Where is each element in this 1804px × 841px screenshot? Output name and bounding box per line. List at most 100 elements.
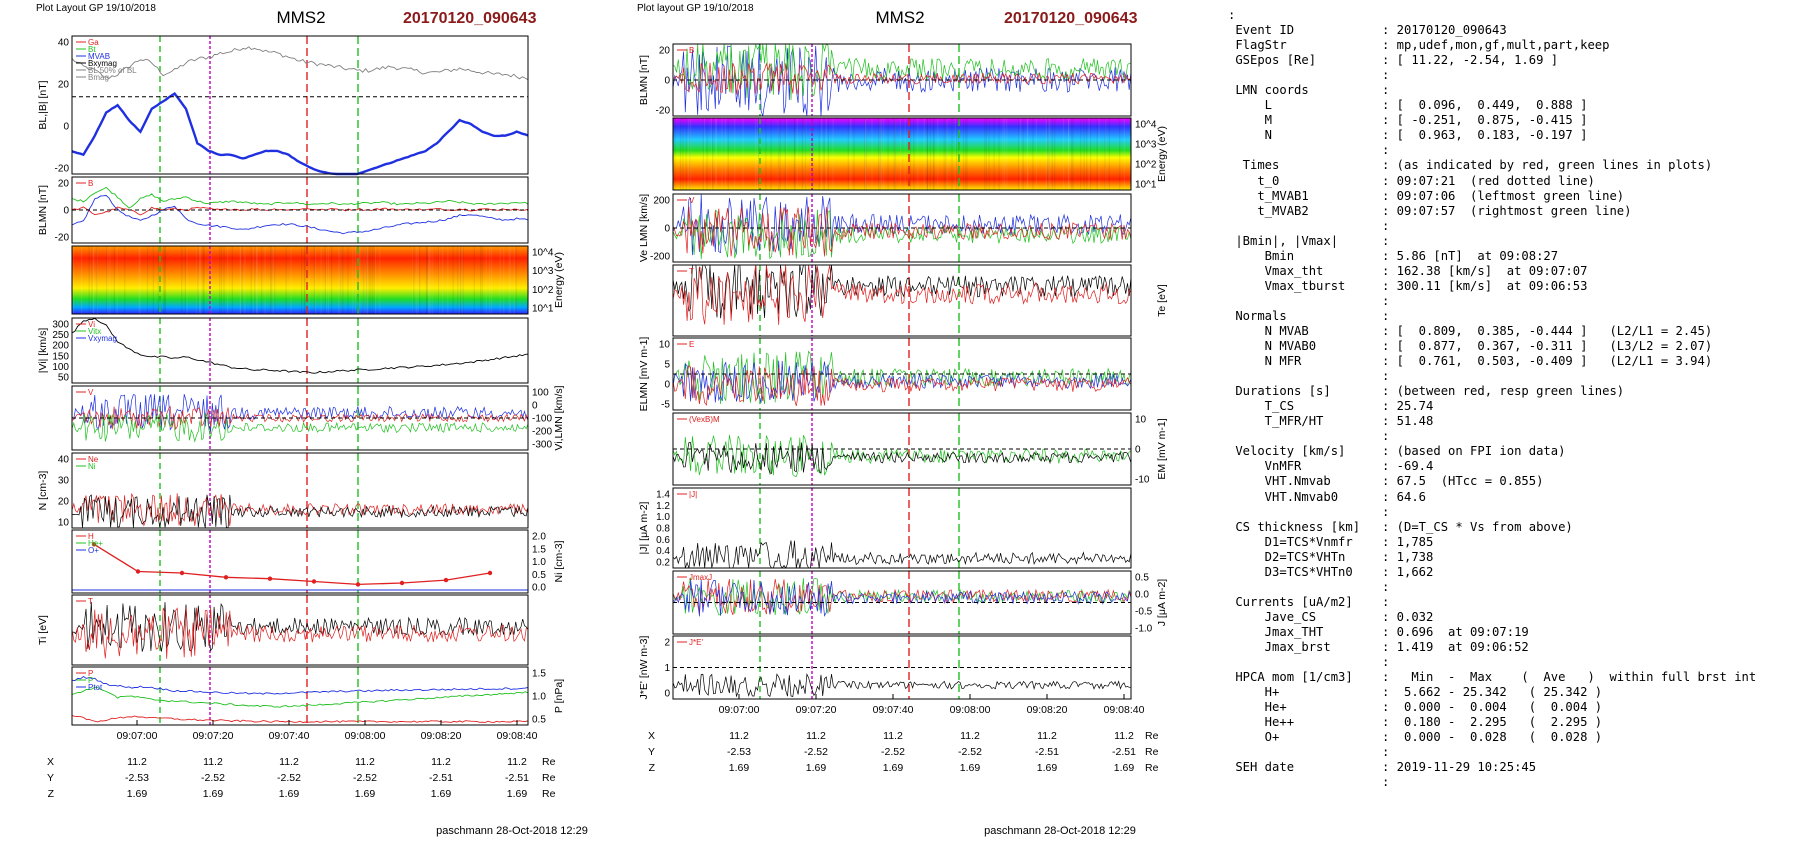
spectrogram-streak	[499, 246, 501, 314]
info-key: Velocity [km/s]	[1228, 444, 1346, 459]
position-value: 1.69	[729, 762, 750, 774]
legend-label: Ni	[88, 462, 96, 471]
info-line: t_MVAB1: 09:07:06 (leftmost green line)	[1228, 189, 1800, 204]
info-line: Times: (as indicated by red, green lines…	[1228, 158, 1800, 173]
y-axis-label: Ni [cm-3]	[553, 540, 565, 582]
spectrogram-streak	[199, 246, 201, 314]
spectrogram-streak	[241, 246, 243, 314]
spectrogram-streak	[1080, 118, 1082, 190]
spectrogram-streak	[1068, 118, 1070, 190]
spectrogram-streak	[139, 246, 141, 314]
y-tick-label: 0.0	[1135, 590, 1149, 601]
spectrogram-streak	[96, 246, 98, 314]
info-value: : mp,udef,mon,gf,mult,part,keep	[1382, 38, 1610, 53]
spectrogram-streak	[480, 246, 482, 314]
info-line: VHT.Nmvab0: 64.6	[1228, 490, 1800, 505]
info-key	[1228, 429, 1382, 444]
position-value: 11.2	[960, 730, 980, 742]
spectrogram-streak	[157, 246, 159, 314]
spectrogram-streak	[899, 118, 901, 190]
info-key: N MVAB0	[1228, 339, 1317, 354]
legend-label: Bxymag	[88, 59, 117, 68]
position-value: -2.52	[881, 746, 905, 758]
position-value: 1.69	[960, 762, 981, 774]
spectrogram-streak	[93, 246, 95, 314]
y-tick-label: -300	[532, 440, 552, 451]
info-key: He+	[1228, 700, 1287, 715]
info-line: SEH date: 2019-11-29 10:25:45	[1228, 760, 1800, 775]
y-axis-label: BLMN [nT]	[638, 55, 650, 105]
spectrogram-streak	[850, 118, 852, 190]
series-p-1	[71, 686, 529, 708]
panel-background	[72, 530, 528, 593]
spectrogram-streak	[181, 246, 183, 314]
spectrogram-streak	[821, 118, 823, 190]
spectrogram-streak	[865, 118, 867, 190]
info-value: :	[1382, 594, 1390, 609]
series-n-0	[71, 493, 529, 527]
info-line: Jmax_THT: 0.696 at 09:07:19	[1228, 625, 1800, 640]
spectrogram-streak	[917, 118, 919, 190]
panel-frame	[672, 337, 1132, 411]
spectrogram-streak	[339, 246, 341, 314]
legend-label: B	[88, 179, 93, 188]
y-tick-label: 50	[58, 373, 70, 384]
info-line: VHT.Nmvab: 67.5 (HTcc = 0.855)	[1228, 474, 1800, 489]
spectrogram-streak	[793, 118, 795, 190]
position-value: 11.2	[883, 730, 903, 742]
info-line: :	[1228, 143, 1800, 158]
spectrogram-streak	[432, 246, 434, 314]
y-tick-label: 200	[52, 341, 69, 352]
spectrogram-streak	[106, 246, 108, 314]
info-line: :	[1228, 429, 1800, 444]
spectrogram-streak	[786, 118, 788, 190]
spectrogram-streak	[430, 246, 432, 314]
spectrogram-streak	[727, 118, 729, 190]
spectrogram-streak	[163, 246, 165, 314]
spectrogram-streak	[363, 246, 365, 314]
panel-frame	[71, 35, 529, 175]
info-key: D1=TCS*Vnmfr	[1228, 534, 1353, 549]
spectrogram-streak	[413, 246, 415, 314]
event-tag: 20170120_090643	[403, 10, 537, 27]
y-tick-label: -5	[661, 400, 670, 411]
info-value: :	[1382, 83, 1390, 98]
ni-point	[443, 577, 449, 583]
info-value: :	[1382, 429, 1390, 444]
y-tick-label: 0.4	[656, 546, 670, 557]
spectrogram-streak	[164, 246, 166, 314]
spectrogram-streak	[929, 118, 931, 190]
spectrogram-streak	[458, 246, 460, 314]
y-tick-label: 0.6	[656, 535, 670, 546]
spectrogram-streak	[88, 246, 90, 314]
spectrogram-streak	[368, 246, 370, 314]
spectrogram-streak	[871, 118, 873, 190]
legend-label: H	[88, 532, 94, 541]
info-value: : 300.11 [km/s] at 09:06:53	[1382, 278, 1588, 293]
position-value: 11.2	[355, 756, 375, 768]
info-value: :	[1382, 745, 1390, 760]
info-line: :	[1228, 505, 1800, 520]
y-tick-label: 300	[52, 320, 69, 331]
info-value: : 20170120_090643	[1382, 23, 1507, 38]
position-value: 11.2	[806, 730, 826, 742]
spectrogram-streak	[812, 118, 814, 190]
info-value: : 162.38 [km/s] at 09:07:07	[1382, 263, 1588, 278]
spectrogram-image	[72, 246, 528, 314]
y-tick-label: 40	[58, 38, 70, 49]
position-value: 11.2	[1037, 730, 1057, 742]
info-line: Durations [s]: (between red, resp green …	[1228, 384, 1800, 399]
position-value: 1.69	[431, 788, 452, 800]
spectrogram-streak	[823, 118, 825, 190]
spectrogram-streak	[955, 118, 957, 190]
spectrogram-streak	[998, 118, 1000, 190]
position-unit: Re	[1145, 730, 1159, 742]
spectrogram-streak	[301, 246, 303, 314]
spectrogram-streak	[347, 246, 349, 314]
panel-frame	[672, 43, 1132, 117]
info-key: VHT.Nmvab	[1228, 474, 1331, 489]
spectrogram-streak	[966, 118, 968, 190]
panel-frame	[672, 117, 1132, 191]
info-key: Bmin	[1228, 248, 1295, 263]
time-tick-label: 09:08:00	[950, 704, 991, 716]
